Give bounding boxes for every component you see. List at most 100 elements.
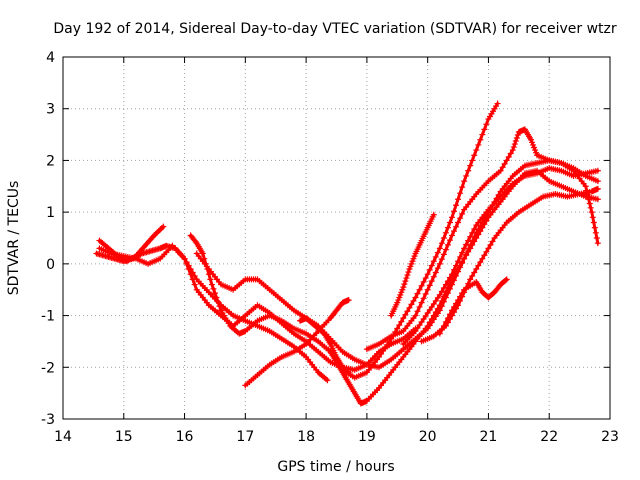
data-point xyxy=(207,276,214,283)
x-tick-label: 16 xyxy=(176,429,194,445)
data-point xyxy=(510,144,517,151)
data-point xyxy=(457,215,464,222)
data-point xyxy=(418,319,425,326)
data-point xyxy=(424,309,431,316)
data-point xyxy=(396,322,403,329)
data-point xyxy=(428,262,435,269)
data-point xyxy=(440,284,447,291)
data-point xyxy=(434,310,441,317)
series-sat-m xyxy=(297,315,352,376)
data-point xyxy=(585,196,592,203)
data-point xyxy=(479,255,486,262)
data-point xyxy=(426,322,433,329)
data-point xyxy=(422,275,429,282)
data-point xyxy=(481,252,488,259)
data-point xyxy=(483,121,490,128)
data-point xyxy=(418,299,425,306)
data-point xyxy=(463,241,470,248)
data-point xyxy=(503,276,510,283)
data-point xyxy=(442,294,449,301)
data-point xyxy=(469,157,476,164)
data-point xyxy=(448,214,455,221)
data-point xyxy=(440,298,447,305)
data-point xyxy=(587,204,594,211)
data-point xyxy=(485,245,492,252)
y-tick-label: -1 xyxy=(41,309,55,325)
data-point xyxy=(459,210,466,217)
data-point xyxy=(434,294,441,301)
data-point xyxy=(422,291,429,298)
data-point xyxy=(451,228,458,235)
data-point xyxy=(420,316,427,323)
data-point xyxy=(455,196,462,203)
data-series xyxy=(93,100,601,407)
data-point xyxy=(509,147,516,154)
data-point xyxy=(477,136,484,143)
data-point xyxy=(592,229,599,236)
series-sat-c xyxy=(96,242,419,373)
plot-frame xyxy=(62,56,611,420)
data-point xyxy=(436,330,443,337)
data-point xyxy=(475,141,482,148)
data-point xyxy=(453,272,460,279)
data-point xyxy=(446,274,453,281)
data-point xyxy=(436,245,443,252)
series-sat-l xyxy=(436,276,510,337)
data-point xyxy=(344,368,351,375)
data-point xyxy=(448,271,455,278)
data-point xyxy=(514,132,521,139)
data-point xyxy=(428,319,435,326)
data-point xyxy=(471,269,478,276)
data-point xyxy=(440,251,447,258)
data-point xyxy=(461,178,468,185)
data-point xyxy=(345,369,352,376)
data-point xyxy=(216,303,223,310)
chart-title: Day 192 of 2014, Sidereal Day-to-day VTE… xyxy=(53,21,617,37)
data-point xyxy=(424,271,431,278)
data-point xyxy=(430,273,437,280)
data-point xyxy=(416,286,423,293)
data-point xyxy=(211,290,218,297)
data-point xyxy=(451,208,458,215)
data-point xyxy=(497,167,504,174)
data-point xyxy=(469,238,476,245)
data-point xyxy=(465,247,472,254)
data-point xyxy=(502,277,509,284)
data-point xyxy=(453,262,460,269)
data-point xyxy=(467,242,474,249)
data-point xyxy=(412,312,419,319)
data-point xyxy=(420,278,427,285)
data-point xyxy=(594,185,601,192)
data-point xyxy=(463,251,470,258)
data-point xyxy=(376,353,383,360)
x-tick-label: 15 xyxy=(115,429,133,445)
data-point xyxy=(501,160,508,167)
x-tick-label: 19 xyxy=(358,429,376,445)
data-point xyxy=(414,308,421,315)
x-tick-label: 23 xyxy=(601,429,619,445)
data-point xyxy=(463,172,470,179)
data-point xyxy=(440,322,447,329)
data-point xyxy=(432,313,439,320)
data-point xyxy=(440,235,447,241)
data-point xyxy=(432,253,439,260)
data-point xyxy=(459,290,466,297)
data-point xyxy=(430,300,437,307)
data-point xyxy=(465,237,472,244)
data-point xyxy=(405,269,412,276)
data-point xyxy=(414,290,421,297)
data-point xyxy=(398,318,405,325)
data-point xyxy=(384,341,391,348)
data-point xyxy=(378,350,385,357)
data-point xyxy=(400,284,407,291)
data-point xyxy=(418,282,425,289)
x-tick-label: 14 xyxy=(54,429,72,445)
data-point xyxy=(467,233,474,240)
data-point xyxy=(210,285,217,292)
x-tick-label: 21 xyxy=(480,429,498,445)
data-point xyxy=(512,138,519,145)
series-sat-d xyxy=(187,167,601,407)
x-tick-label: 18 xyxy=(297,429,315,445)
data-point xyxy=(475,262,482,269)
data-point xyxy=(582,183,589,190)
